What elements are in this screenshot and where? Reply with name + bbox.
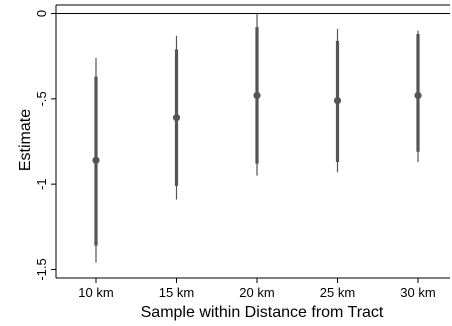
y-tick-label: 0 [34,10,49,17]
x-tick-label: 20 km [239,285,274,300]
x-axis: 10 km 15 km 20 km 25 km 30 km [78,278,436,300]
x-tick-label: 30 km [400,285,435,300]
y-axis: 0 -.5 -1 -1.5 [34,10,56,281]
estimate-point [414,91,422,100]
y-tick-label: -1.5 [34,258,49,280]
estimate-point [253,91,261,100]
series-estimates [92,13,422,263]
estimate-point [92,156,100,164]
x-tick-label: 25 km [320,285,355,300]
estimate-point [333,96,342,105]
y-axis-title: Estimate [17,109,34,171]
estimate-point [172,114,181,122]
y-tick-label: -.5 [34,91,49,106]
x-tick-label: 10 km [78,285,113,300]
x-tick-label: 15 km [159,285,194,300]
x-axis-title: Sample within Distance from Tract [141,304,384,321]
plot-area [55,4,450,279]
y-tick-label: -1 [34,178,49,190]
